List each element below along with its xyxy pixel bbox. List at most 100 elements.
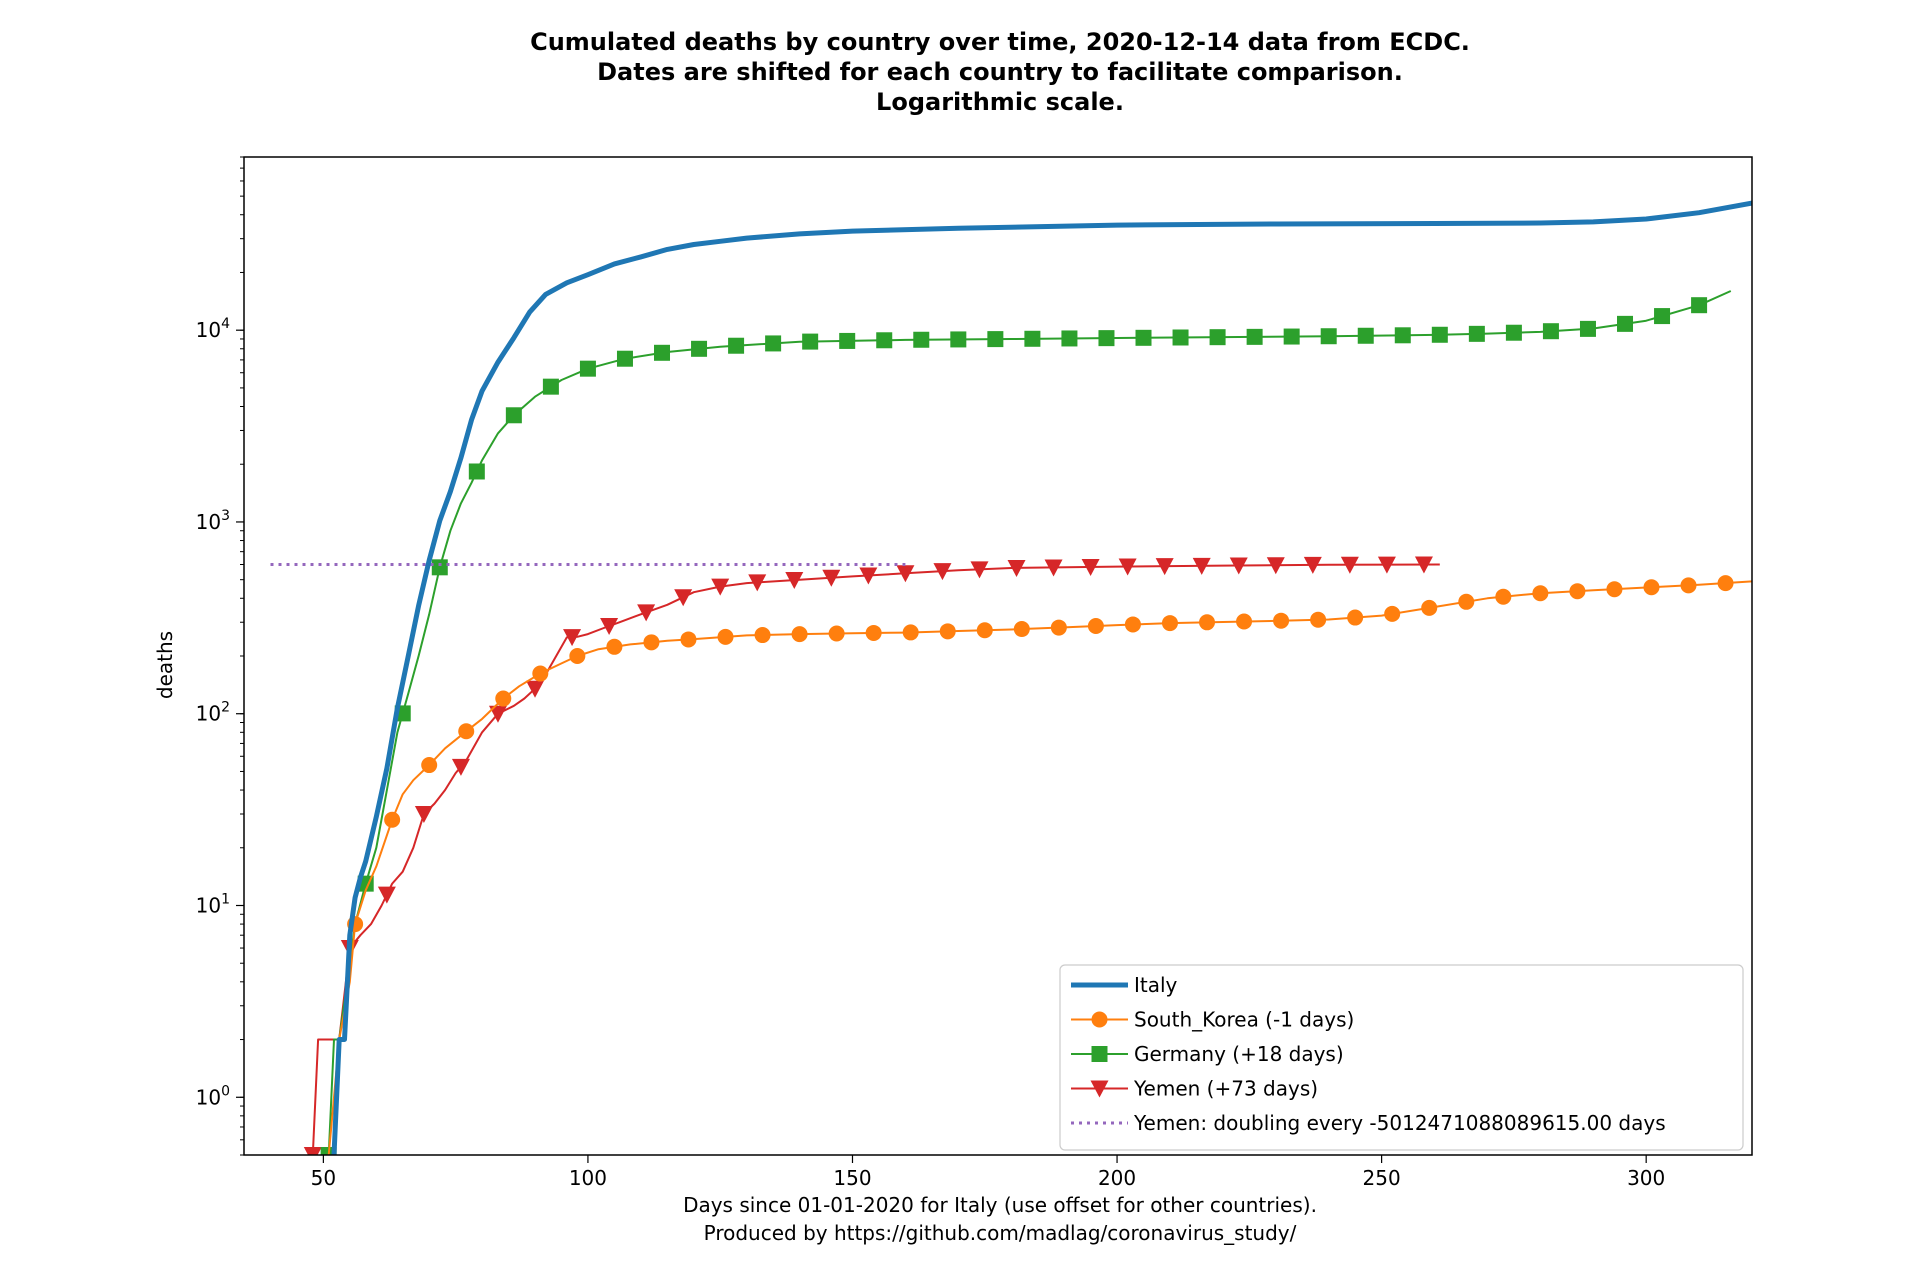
data-point-yemen-73-days [600, 618, 619, 636]
axes: 50 100 150 200 250 300 100 101 102 103 104 [196, 156, 1753, 1190]
y-tick-label: 100 [196, 1083, 230, 1109]
data-point-south-korea-1-days [1717, 575, 1734, 592]
title-line-2: Dates are shifted for each country to fa… [597, 58, 1403, 86]
data-point-germany-18-days [1024, 330, 1041, 347]
data-point-south-korea-1-days [902, 624, 919, 641]
data-point-south-korea-1-days [1680, 577, 1697, 594]
data-point-south-korea-1-days [1495, 588, 1512, 605]
data-point-germany-18-days [1209, 329, 1226, 346]
y-tick-label: 101 [196, 892, 230, 918]
data-point-yemen-73-days [859, 567, 878, 585]
x-tick-label: 300 [1627, 1166, 1665, 1190]
data-point-germany-18-days [542, 378, 559, 395]
data-point-yemen-73-days [748, 574, 767, 592]
data-point-germany-18-days [802, 333, 819, 350]
legend-label: Yemen (+73 days) [1133, 1077, 1318, 1101]
x-axis-label-line-2: Produced by https://github.com/madlag/co… [704, 1221, 1297, 1245]
data-point-yemen-73-days [785, 572, 804, 590]
data-point-germany-18-days [654, 344, 671, 361]
x-axis-label-line-1: Days since 01-01-2020 for Italy (use off… [683, 1193, 1317, 1217]
data-point-yemen-73-days [1229, 557, 1248, 575]
legend-item-italy: Italy [1071, 973, 1178, 997]
data-point-south-korea-1-days [865, 624, 882, 641]
data-point-yemen-73-days [451, 758, 470, 776]
data-point-south-korea-1-days [939, 623, 956, 640]
data-point-south-korea-1-days [1569, 583, 1586, 600]
data-point-yemen-73-days [822, 569, 841, 587]
data-point-south-korea-1-days [717, 628, 734, 645]
x-axis-label: Days since 01-01-2020 for Italy (use off… [683, 1193, 1317, 1245]
legend-item-yemen-73-days: Yemen (+73 days) [1071, 1077, 1318, 1101]
data-point-south-korea-1-days [1236, 613, 1253, 630]
data-point-germany-18-days [691, 340, 708, 357]
data-point-germany-18-days [1505, 324, 1522, 341]
data-point-germany-18-days [1061, 330, 1078, 347]
data-point-yemen-73-days [711, 578, 730, 596]
legend-label: South_Korea (-1 days) [1134, 1008, 1354, 1032]
data-point-yemen-73-days [1081, 558, 1100, 576]
series-italy [331, 200, 1752, 1155]
data-point-south-korea-1-days [1532, 585, 1549, 602]
legend-label: Germany (+18 days) [1134, 1042, 1344, 1066]
data-point-yemen-73-days [1007, 559, 1026, 577]
data-point-yemen-73-days [1377, 556, 1396, 574]
series-south-korea-1-days [327, 575, 1752, 1155]
data-point-germany-18-days [1320, 328, 1337, 345]
data-point-yemen-73-days [1414, 556, 1433, 574]
data-point-germany-18-days [1135, 329, 1152, 346]
legend-box [1059, 964, 1744, 1151]
data-point-south-korea-1-days [458, 723, 475, 740]
x-tick-label: 150 [833, 1166, 871, 1190]
data-point-germany-18-days [1246, 328, 1263, 345]
data-point-south-korea-1-days [1087, 617, 1104, 634]
data-point-yemen-73-days [1044, 559, 1063, 577]
legend-marker [1090, 1080, 1109, 1098]
data-point-south-korea-1-days [1384, 605, 1401, 622]
data-point-germany-18-days [1431, 326, 1448, 343]
data-point-germany-18-days [1468, 325, 1485, 342]
plot-content [270, 200, 1752, 1155]
data-point-germany-18-days [950, 331, 967, 348]
data-point-germany-18-days [1579, 320, 1596, 337]
data-point-south-korea-1-days [384, 811, 401, 828]
data-point-south-korea-1-days [532, 665, 549, 682]
x-tick-label: 50 [311, 1166, 336, 1190]
data-point-south-korea-1-days [754, 627, 771, 644]
series-line-italy [331, 200, 1752, 1155]
data-point-yemen-73-days [303, 1147, 322, 1155]
data-point-south-korea-1-days [1310, 611, 1327, 628]
data-point-south-korea-1-days [828, 625, 845, 642]
data-point-germany-18-days [876, 332, 893, 349]
data-point-south-korea-1-days [1606, 581, 1623, 598]
data-point-yemen-73-days [414, 806, 433, 824]
data-point-yemen-73-days [1266, 557, 1285, 575]
data-point-germany-18-days [728, 337, 745, 354]
data-point-germany-18-days [468, 463, 485, 480]
data-point-germany-18-days [1542, 323, 1559, 340]
data-point-south-korea-1-days [1347, 609, 1364, 626]
data-point-germany-18-days [1098, 330, 1115, 347]
data-point-south-korea-1-days [1124, 616, 1141, 633]
data-point-yemen-73-days [377, 886, 396, 904]
data-point-yemen-73-days [896, 565, 915, 583]
legend-item-south-korea-1-days: South_Korea (-1 days) [1071, 1008, 1354, 1032]
data-point-germany-18-days [1691, 297, 1708, 314]
data-point-germany-18-days [505, 407, 522, 424]
data-point-south-korea-1-days [569, 648, 586, 664]
data-point-germany-18-days [431, 559, 448, 576]
data-point-south-korea-1-days [791, 626, 808, 643]
data-point-yemen-73-days [1340, 556, 1359, 574]
plot-area [270, 200, 1752, 1155]
x-tick-label: 200 [1098, 1166, 1136, 1190]
title-line-1: Cumulated deaths by country over time, 2… [530, 28, 1470, 56]
series-yemen-73-days [303, 556, 1440, 1155]
data-point-germany-18-days [1654, 308, 1671, 325]
y-tick-label: 104 [196, 316, 230, 342]
data-point-germany-18-days [1283, 328, 1300, 345]
data-point-south-korea-1-days [1421, 599, 1438, 616]
data-point-south-korea-1-days [606, 638, 623, 655]
data-point-south-korea-1-days [643, 634, 660, 651]
data-point-yemen-73-days [1155, 558, 1174, 576]
data-point-yemen-73-days [563, 629, 582, 647]
data-point-germany-18-days [913, 331, 930, 348]
